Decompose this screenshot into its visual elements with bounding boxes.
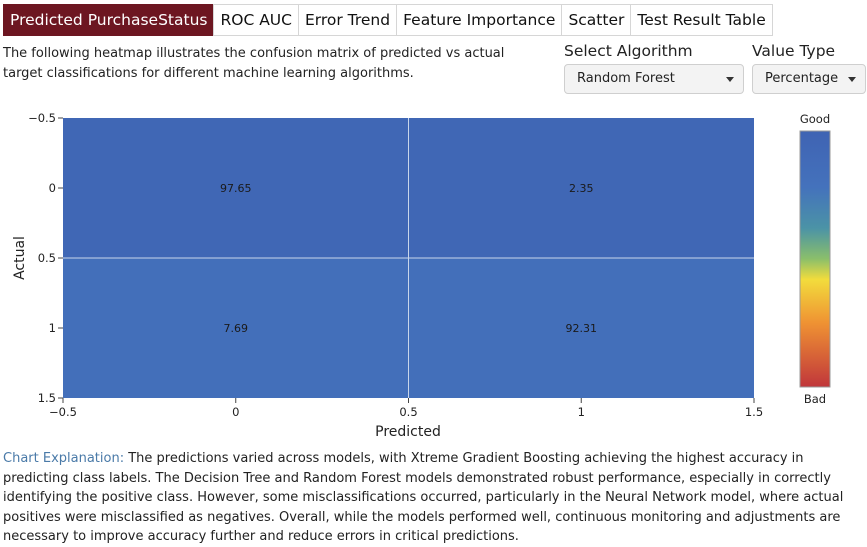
algorithm-select-value: Random Forest <box>577 71 675 86</box>
colorbar-bottom-label: Bad <box>804 392 826 406</box>
value-type-select-value: Percentage <box>765 71 839 86</box>
cell-value-label: 97.65 <box>220 182 252 195</box>
x-tick-label: −0.5 <box>49 405 77 419</box>
y-tick-label: −0.5 <box>28 111 56 125</box>
x-tick-label: 0 <box>232 405 239 419</box>
cell-value-label: 92.31 <box>566 322 598 335</box>
tab-bar: Predicted PurchaseStatus ROC AUC Error T… <box>3 4 773 36</box>
x-tick-label: 0.5 <box>399 405 417 419</box>
heatmap-cell <box>63 118 409 258</box>
tab-error-trend[interactable]: Error Trend <box>297 4 398 36</box>
heatmap-cell <box>408 258 754 398</box>
chart-explanation: Chart Explanation: The predictions varie… <box>3 449 861 547</box>
cell-value-label: 2.35 <box>569 182 594 195</box>
explanation-text: The predictions varied across models, wi… <box>3 451 844 544</box>
y-tick-label: 1.5 <box>38 391 56 405</box>
value-type-label: Value Type <box>752 42 836 60</box>
tab-predicted-purchasestatus[interactable]: Predicted PurchaseStatus <box>3 4 215 36</box>
x-axis-label: Predicted <box>375 424 441 440</box>
explanation-lead: Chart Explanation: <box>3 451 125 466</box>
heatmap-cell <box>63 258 409 398</box>
cell-value-label: 7.69 <box>224 322 249 335</box>
chevron-down-icon <box>848 77 856 82</box>
chart-description: The following heatmap illustrates the co… <box>3 46 505 81</box>
colorbar-top-label: Good <box>800 112 830 126</box>
tab-test-result-table[interactable]: Test Result Table <box>630 4 773 36</box>
tab-scatter[interactable]: Scatter <box>561 4 632 36</box>
value-type-select[interactable]: Percentage <box>752 64 866 94</box>
confusion-matrix-heatmap: 97.65 2.35 7.69 92.31 −0.5 0 0.5 1 1.5 −0.5 0 0.5… <box>12 111 831 440</box>
colorbar <box>799 130 831 388</box>
x-tick-label: 1 <box>578 405 585 419</box>
algorithm-select[interactable]: Random Forest <box>564 64 744 94</box>
y-tick-label: 1 <box>49 321 56 335</box>
y-tick-label: 0 <box>49 181 56 195</box>
tab-feature-importance[interactable]: Feature Importance <box>396 4 563 36</box>
algorithm-label: Select Algorithm <box>564 42 693 60</box>
heatmap-cell <box>408 118 754 258</box>
y-axis-label: Actual <box>12 236 28 280</box>
tab-roc-auc[interactable]: ROC AUC <box>213 4 299 36</box>
chevron-down-icon <box>726 77 734 82</box>
y-tick-label: 0.5 <box>38 251 56 265</box>
x-tick-label: 1.5 <box>745 405 763 419</box>
